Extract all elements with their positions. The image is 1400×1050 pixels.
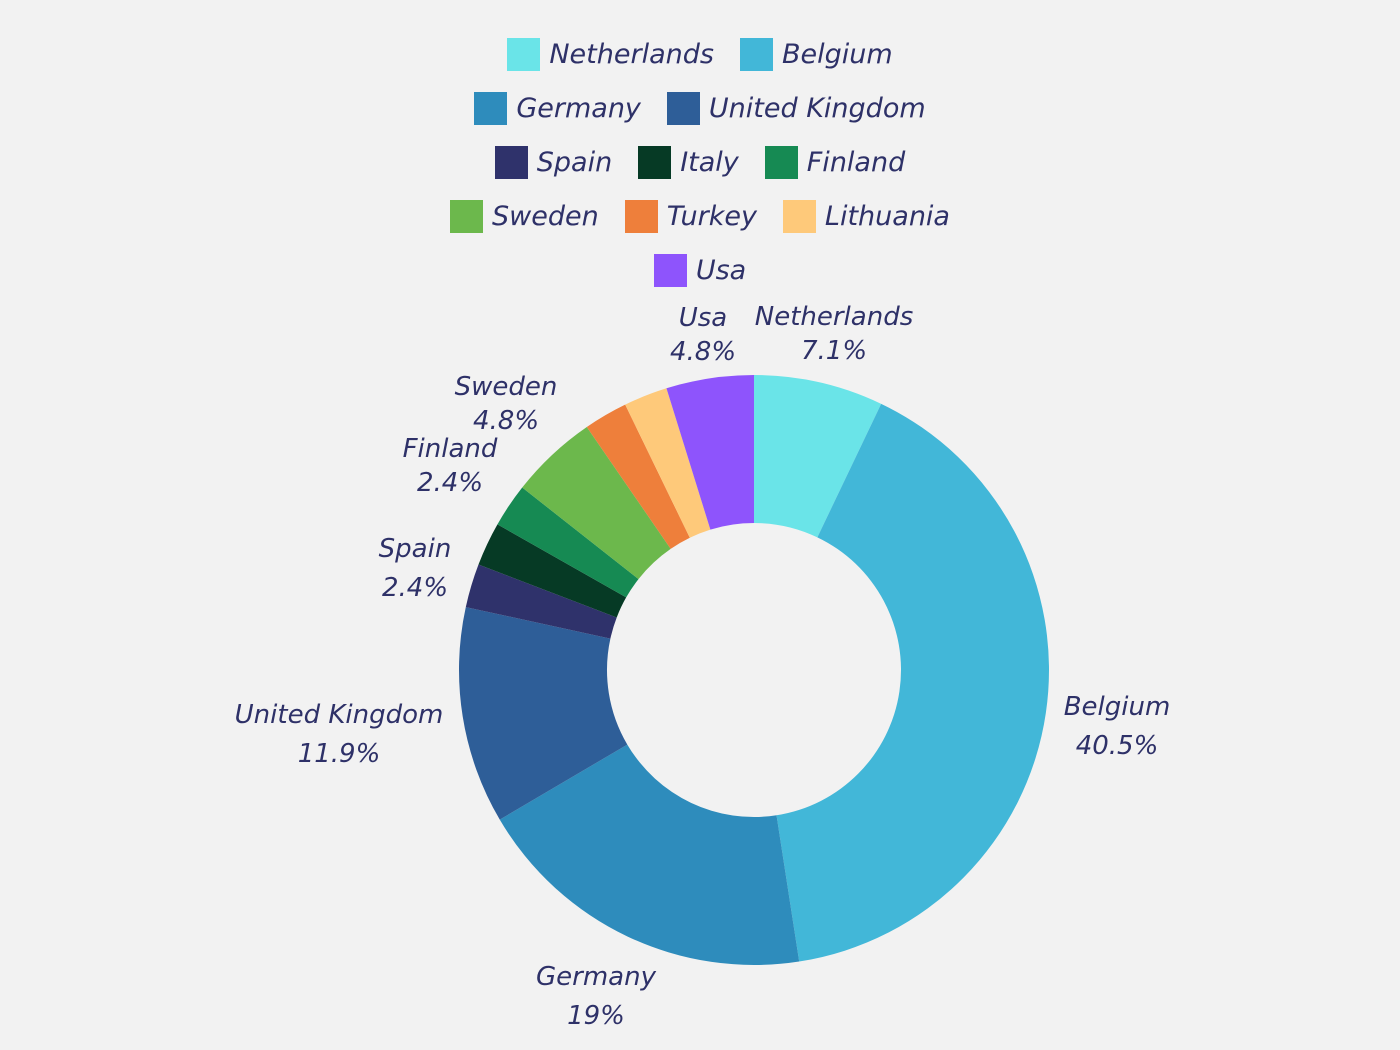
legend-label: Turkey xyxy=(666,200,757,232)
legend-swatch xyxy=(450,199,483,233)
legend-item-germany[interactable]: Germany xyxy=(474,91,641,125)
legend-item-netherlands[interactable]: Netherlands xyxy=(507,37,714,71)
legend-swatch xyxy=(653,253,687,287)
slice-label-value: 2.4% xyxy=(417,468,483,498)
legend-swatch xyxy=(764,145,798,179)
slice-label-name: Sweden xyxy=(455,372,558,402)
slice-label-germany: Germany 19% xyxy=(536,962,657,1031)
legend-swatch xyxy=(474,91,508,125)
slice-united-kingdom[interactable] xyxy=(459,607,628,820)
legend-swatch xyxy=(782,199,816,233)
legend-item-sweden[interactable]: Sweden xyxy=(450,199,599,233)
slice-label-value: 19% xyxy=(567,1001,625,1031)
slice-usa[interactable] xyxy=(666,375,754,530)
legend-swatch xyxy=(739,37,773,71)
slice-label-belgium: Belgium 40.5% xyxy=(1064,692,1171,761)
slice-label-value: 2.4% xyxy=(382,573,448,603)
legend-label: United Kingdom xyxy=(708,92,926,124)
legend-label: Lithuania xyxy=(824,200,950,232)
legend-label: Sweden xyxy=(492,200,599,232)
slice-label-name: Usa xyxy=(679,303,728,333)
slice-label-value: 40.5% xyxy=(1076,731,1159,761)
slice-turkey[interactable] xyxy=(586,404,690,549)
slice-label-finland: Finland 2.4% xyxy=(403,434,498,498)
legend-row: Germany United Kingdom xyxy=(0,88,1400,128)
slice-label-name: Belgium xyxy=(1064,692,1171,722)
slice-label-usa: Usa 4.8% xyxy=(670,303,736,367)
legend-swatch xyxy=(494,145,528,179)
slice-label-value: 4.8% xyxy=(670,337,736,367)
slice-label-name: Spain xyxy=(379,534,452,564)
legend-item-italy[interactable]: Italy xyxy=(638,145,739,179)
legend-label: Germany xyxy=(516,92,641,124)
slice-italy[interactable] xyxy=(478,524,627,618)
legend-row: Usa xyxy=(0,250,1400,290)
slice-germany[interactable] xyxy=(499,744,800,965)
legend-label: Netherlands xyxy=(549,38,714,70)
legend-label: Italy xyxy=(680,146,739,178)
slice-label-united-kingdom: United Kingdom 11.9% xyxy=(235,700,444,769)
legend-item-finland[interactable]: Finland xyxy=(764,145,906,179)
legend-item-spain[interactable]: Spain xyxy=(494,145,613,179)
slice-label-spain: Spain 2.4% xyxy=(379,534,452,603)
legend-item-turkey[interactable]: Turkey xyxy=(624,199,757,233)
slice-netherlands[interactable] xyxy=(754,375,882,538)
slice-label-value: 4.8% xyxy=(473,406,539,436)
legend-label: Usa xyxy=(695,254,747,286)
legend-row: Spain Italy Finland xyxy=(0,142,1400,182)
slice-label-value: 11.9% xyxy=(298,739,381,769)
legend-item-lithuania[interactable]: Lithuania xyxy=(782,199,950,233)
legend-row: Netherlands Belgium xyxy=(0,34,1400,74)
slice-label-netherlands: Netherlands 7.1% xyxy=(755,302,914,366)
legend-row: Sweden Turkey Lithuania xyxy=(0,196,1400,236)
slice-label-name: Finland xyxy=(403,434,498,464)
slice-label-sweden: Sweden 4.8% xyxy=(455,372,558,436)
slice-sweden[interactable] xyxy=(522,426,671,580)
legend-swatch xyxy=(624,199,658,233)
slice-label-value: 7.1% xyxy=(801,336,867,366)
legend-item-belgium[interactable]: Belgium xyxy=(739,37,893,71)
legend-label: Spain xyxy=(536,146,613,178)
slice-spain[interactable] xyxy=(465,564,617,639)
legend-swatch xyxy=(638,145,672,179)
slice-label-name: Germany xyxy=(536,962,657,992)
legend-swatch xyxy=(507,37,541,71)
legend-swatch xyxy=(666,91,700,125)
legend-label: Belgium xyxy=(781,38,893,70)
slice-label-name: Netherlands xyxy=(755,302,914,332)
legend-item-usa[interactable]: Usa xyxy=(653,253,747,287)
slice-lithuania[interactable] xyxy=(625,388,711,538)
legend-label: Finland xyxy=(806,146,906,178)
slice-label-name: United Kingdom xyxy=(235,700,444,730)
slice-belgium[interactable] xyxy=(776,403,1049,962)
slice-finland[interactable] xyxy=(497,487,639,598)
legend-item-united-kingdom[interactable]: United Kingdom xyxy=(666,91,926,125)
